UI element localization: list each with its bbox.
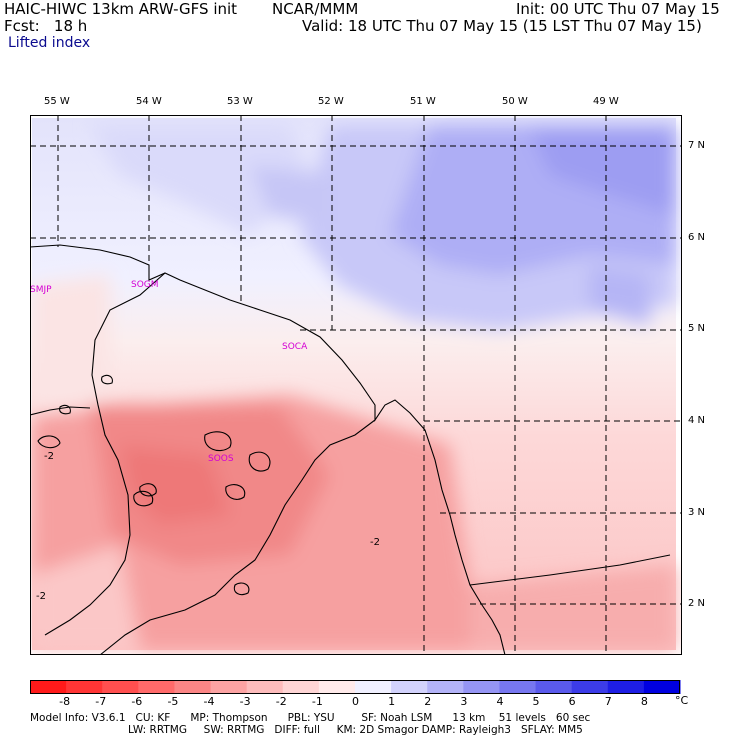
colorbar-tick-label: -5 xyxy=(167,695,179,708)
colorbar-cell xyxy=(499,680,537,694)
contour-label: -2 xyxy=(370,537,380,548)
station-soca: SOCA xyxy=(282,342,308,352)
contour-label: -2 xyxy=(36,591,46,602)
model-info-line1: Model Info: V3.6.1 CU: KF MP: Thompson P… xyxy=(30,712,591,724)
lon-label-55w: 55 W xyxy=(44,96,70,107)
colorbar-tick-label: -1 xyxy=(311,695,323,708)
station-soos: SOOS xyxy=(208,454,234,464)
init-time: Init: 00 UTC Thu 07 May 15 xyxy=(516,0,720,18)
colorbar-tick-label: 7 xyxy=(604,695,612,708)
map-border xyxy=(30,115,682,655)
station-sogm: SOGM xyxy=(131,280,159,290)
colorbar-tick-label: 6 xyxy=(568,695,576,708)
colorbar-tick-label: -8 xyxy=(59,695,71,708)
colorbar-cell xyxy=(30,680,67,694)
colorbar xyxy=(30,680,681,694)
colorbar-tick-label: 8 xyxy=(640,695,648,708)
lifted-index-map: SMJP SOGM SOCA SOOS -2 -2 -2 xyxy=(30,115,682,655)
field-name: Lifted index xyxy=(8,35,91,51)
colorbar-cell xyxy=(282,680,320,694)
colorbar-cell xyxy=(355,680,392,694)
colorbar-cell xyxy=(138,680,175,694)
lat-lon-grid xyxy=(30,115,682,655)
colorbar-tick-label: 0 xyxy=(352,695,359,708)
colorbar-cell xyxy=(102,680,139,694)
lat-label-2n: 2 N xyxy=(688,598,706,609)
colorbar-tick-label: -6 xyxy=(131,695,143,708)
colorbar-cell xyxy=(463,680,500,694)
lon-label-49w: 49 W xyxy=(593,96,619,107)
colorbar-tick-label: -4 xyxy=(203,695,215,708)
colorbar-cell xyxy=(210,680,248,694)
lat-label-4n: 4 N xyxy=(688,415,706,426)
coastline-and-borders xyxy=(30,244,671,655)
lat-label-6n: 6 N xyxy=(688,232,706,243)
valid-time: Valid: 18 UTC Thu 07 May 15 (15 LST Thu … xyxy=(302,17,702,35)
colorbar-tick-label: 2 xyxy=(424,695,432,708)
colorbar-cell xyxy=(535,680,573,694)
colorbar-cell xyxy=(391,680,428,694)
colorbar-cell xyxy=(246,680,284,694)
forecast-hour: Fcst: 18 h xyxy=(4,17,88,35)
colorbar-cell xyxy=(174,680,212,694)
colorbar-tick-label: -7 xyxy=(95,695,107,708)
colorbar-tick-label: -3 xyxy=(239,695,251,708)
colorbar-cell xyxy=(571,680,609,694)
institution-label: NCAR/MMM xyxy=(272,0,359,18)
colorbar-tick-label: 3 xyxy=(460,695,468,708)
colorbar-tick-label: 5 xyxy=(532,695,540,708)
lat-label-5n: 5 N xyxy=(688,323,706,334)
colorbar-tick-label: -2 xyxy=(275,695,287,708)
colorbar-cell xyxy=(318,680,356,694)
lon-label-51w: 51 W xyxy=(410,96,436,107)
lon-label-54w: 54 W xyxy=(136,96,162,107)
shaded-field xyxy=(32,118,676,650)
station-smjp: SMJP xyxy=(30,285,52,295)
contour-label: -2 xyxy=(44,451,54,462)
lon-label-53w: 53 W xyxy=(227,96,253,107)
run-title: HAIC-HIWC 13km ARW-GFS init xyxy=(4,0,238,18)
lat-label-3n: 3 N xyxy=(688,507,706,518)
lon-label-52w: 52 W xyxy=(318,96,344,107)
lat-label-7n: 7 N xyxy=(688,140,706,151)
lon-label-50w: 50 W xyxy=(502,96,528,107)
colorbar-cell xyxy=(607,680,645,694)
colorbar-unit: °C xyxy=(675,694,689,707)
colorbar-tick-label: 1 xyxy=(388,695,396,708)
colorbar-tick-label: 4 xyxy=(496,695,504,708)
model-info-line2: LW: RRTMG SW: RRTMG DIFF: full KM: 2D Sm… xyxy=(128,724,583,736)
colorbar-cell xyxy=(643,680,681,694)
colorbar-cell xyxy=(427,680,464,694)
colorbar-cell xyxy=(66,680,103,694)
